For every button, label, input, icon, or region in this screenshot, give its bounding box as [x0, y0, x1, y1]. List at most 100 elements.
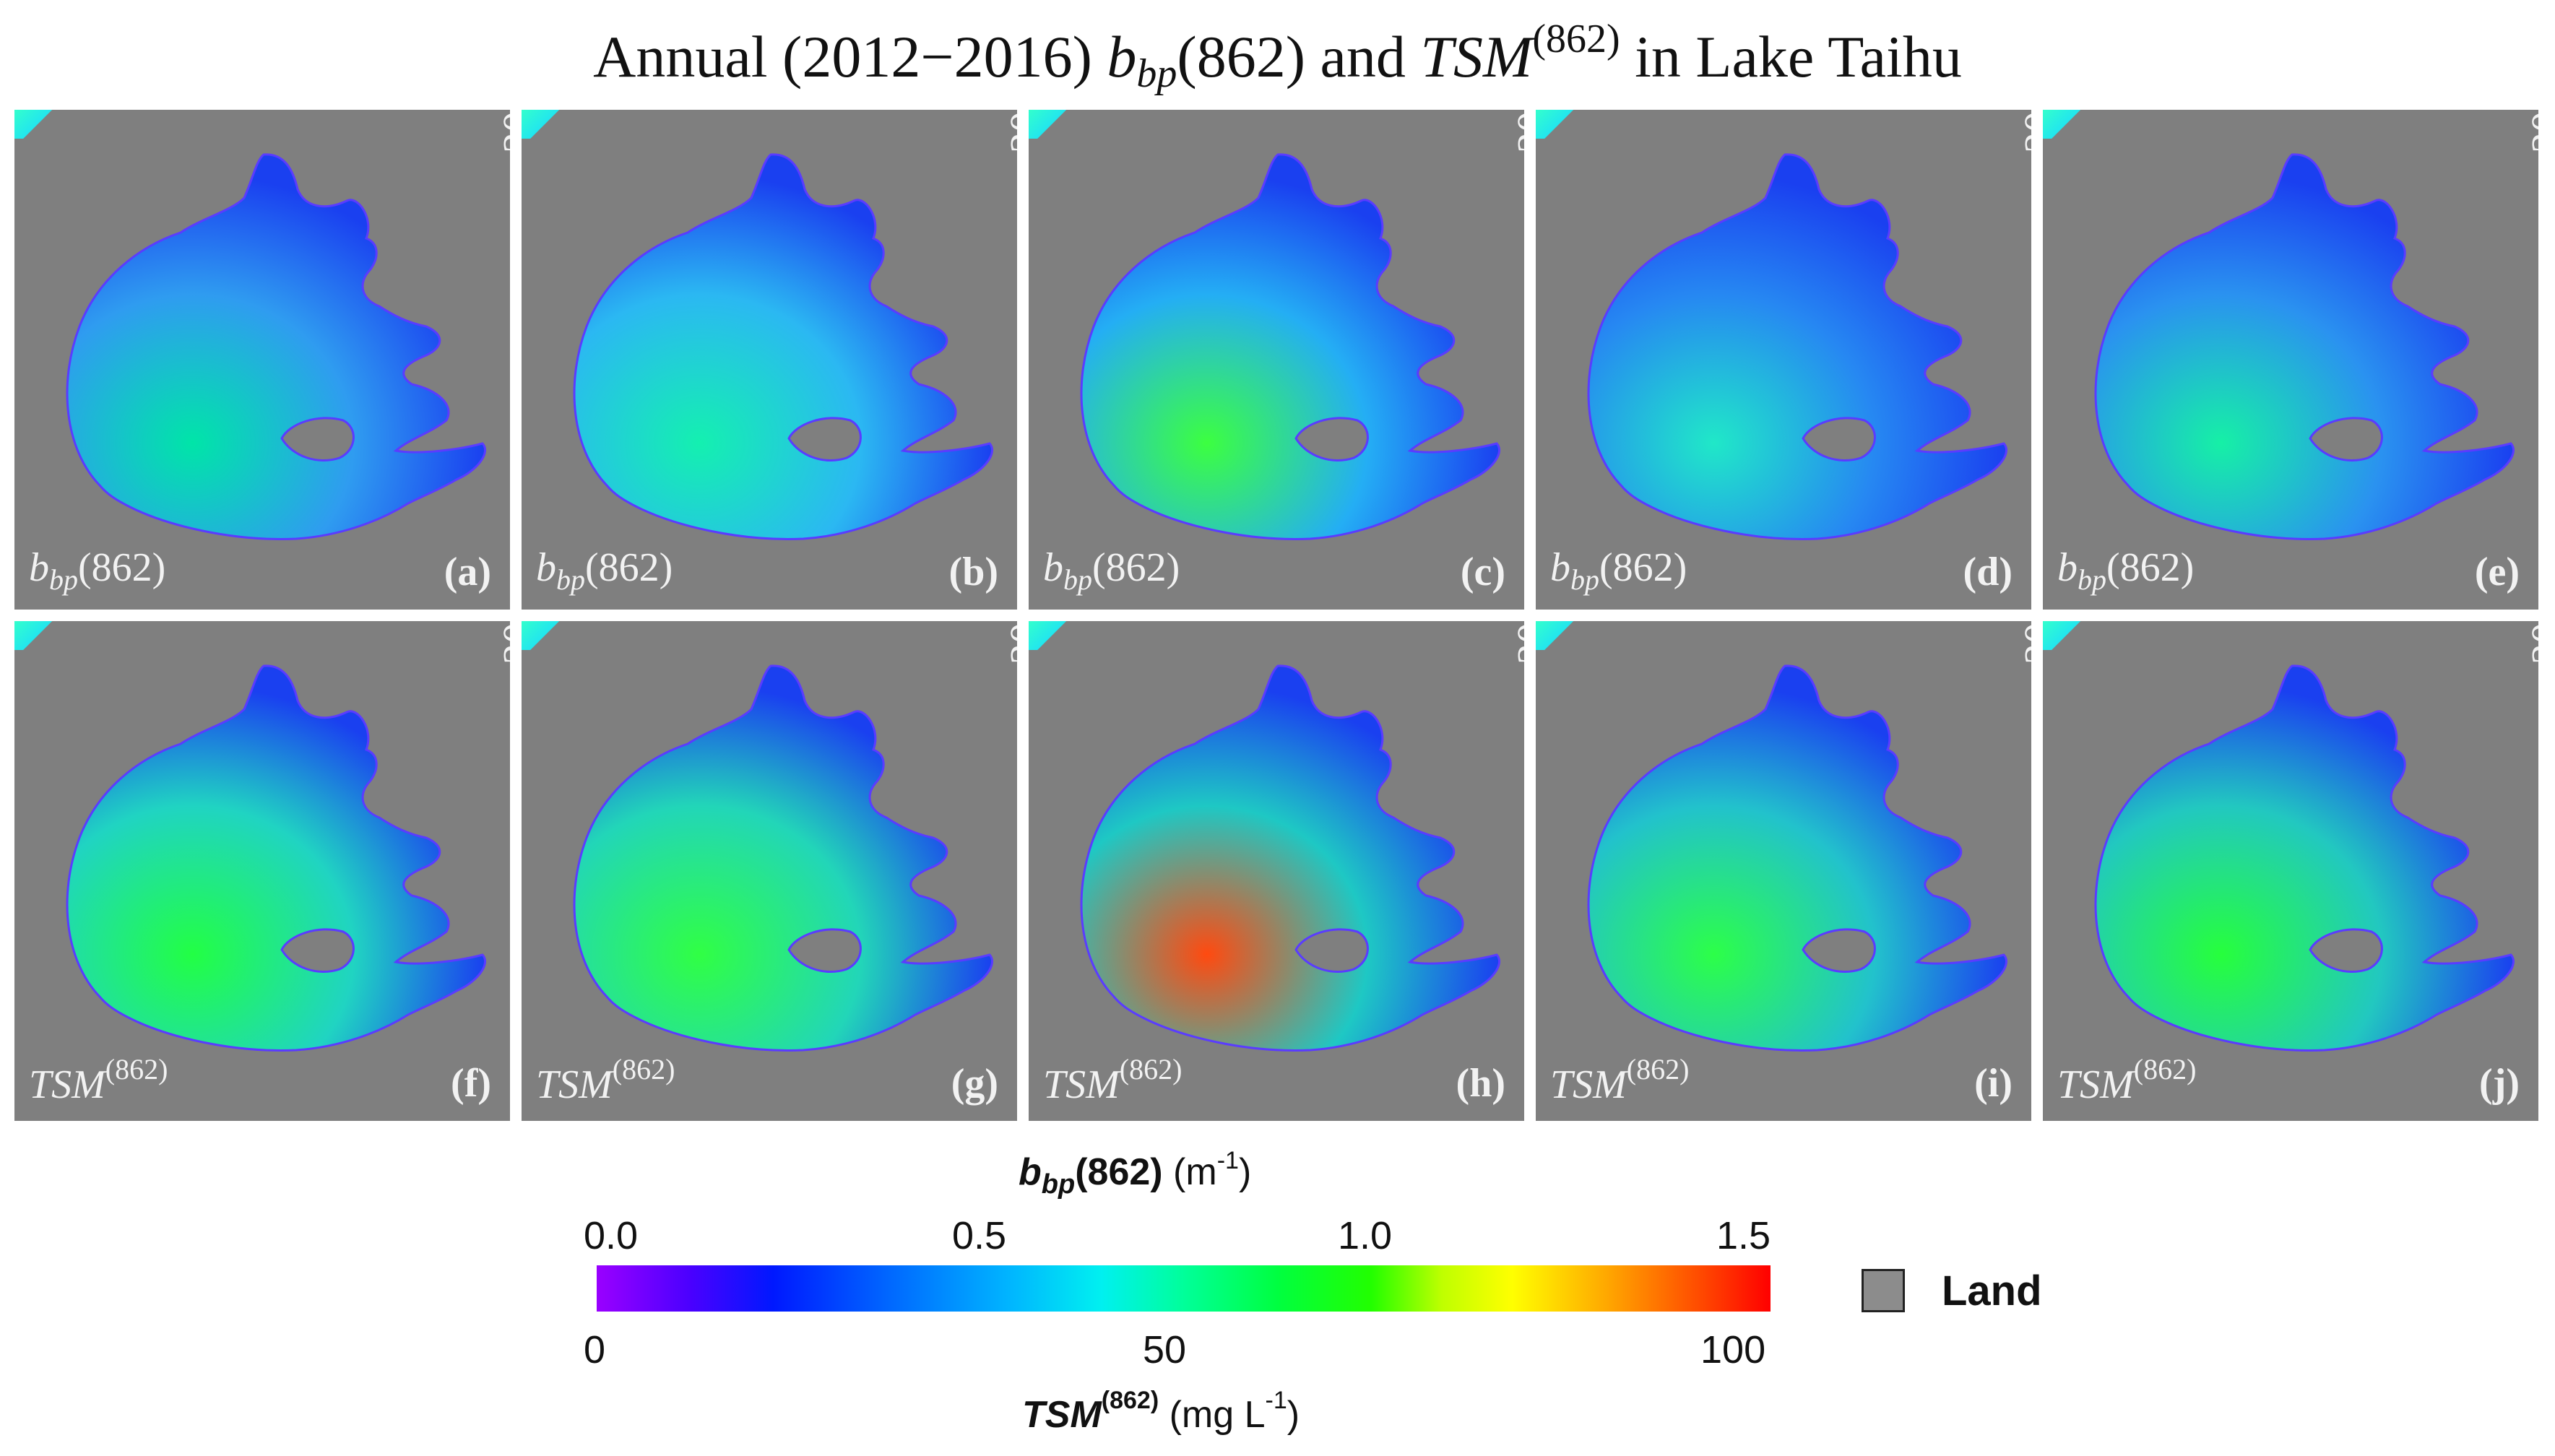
lake-taihu-shape — [1080, 153, 1501, 540]
title-bsub: bp — [1136, 51, 1177, 96]
corner-artifact — [14, 110, 53, 139]
cb-bottom-sup: (862) — [1101, 1387, 1159, 1414]
map-panel-i: 2015 TSM(862) (i) — [1536, 621, 2031, 1121]
lake-taihu-shape — [2094, 664, 2515, 1052]
year-label: 2012 — [494, 110, 510, 153]
lake-map — [2094, 153, 2515, 540]
colorbar-top-tick: 1.0 — [1338, 1214, 1393, 1257]
cb-top-unit-post: ) — [1238, 1151, 1252, 1193]
lake-map — [573, 153, 994, 540]
lake-map — [1080, 153, 1501, 540]
panel-letter: (d) — [1963, 550, 2013, 594]
lake-taihu-shape — [1080, 664, 1501, 1052]
cb-bottom-unit: (mg L — [1159, 1394, 1266, 1436]
panel-letter: (a) — [444, 550, 491, 594]
colorbar-bottom-title: TSM(862) (mg L-1) — [1022, 1387, 1300, 1436]
lake-map — [573, 664, 994, 1052]
lake-taihu-shape — [1587, 153, 2008, 540]
corner-artifact — [1029, 110, 1068, 139]
map-panel-e: 2016 bbp(862) (e) — [2043, 110, 2538, 610]
year-label: 2012 — [494, 621, 510, 664]
panel-grid: 2012 bbp(862) (a) 2013 bbp(862) (b) 2014 bbp(86… — [14, 110, 2543, 1124]
colorbar-bottom-tick: 0 — [584, 1328, 606, 1372]
corner-artifact — [14, 621, 53, 650]
year-label: 2015 — [2015, 110, 2031, 153]
colorbar — [597, 1265, 1771, 1312]
corner-artifact — [1536, 110, 1575, 139]
map-panel-d: 2015 bbp(862) (d) — [1536, 110, 2031, 610]
cb-bottom-unit-post: ) — [1287, 1394, 1300, 1436]
map-panel-j: 2016 TSM(862) (j) — [2043, 621, 2538, 1121]
title-prefix: Annual (2012−2016) — [593, 24, 1107, 90]
cb-bottom-t: TSM — [1022, 1394, 1102, 1436]
colorbar-top-title: bbp(862) (m-1) — [1019, 1147, 1251, 1200]
panel-letter: (i) — [1974, 1061, 2013, 1106]
map-panel-b: 2013 bbp(862) (b) — [522, 110, 1017, 610]
lake-map — [1587, 153, 2008, 540]
corner-artifact — [2043, 110, 2082, 139]
year-label: 2014 — [1508, 110, 1524, 153]
variable-label: TSM(862) — [1043, 1053, 1183, 1107]
year-label: 2015 — [2015, 621, 2031, 664]
map-panel-h: 2014 TSM(862) (h) — [1029, 621, 1524, 1121]
colorbar-bottom-tick: 100 — [1700, 1328, 1766, 1372]
variable-label: bbp(862) — [1043, 545, 1180, 596]
panel-letter: (c) — [1460, 550, 1505, 594]
corner-artifact — [522, 621, 561, 650]
corner-artifact — [2043, 621, 2082, 650]
year-label: 2016 — [2522, 110, 2538, 153]
colorbar-top-tick: 0.5 — [952, 1214, 1007, 1257]
lake-taihu-shape — [573, 664, 994, 1052]
colorbar-top-tick: 0.0 — [584, 1214, 639, 1257]
cb-top-b: b — [1019, 1151, 1042, 1193]
variable-label: TSM(862) — [2057, 1053, 2197, 1107]
title-tsmsup: (862) — [1532, 17, 1620, 61]
corner-artifact — [522, 110, 561, 139]
variable-label: bbp(862) — [536, 545, 673, 596]
year-label: 2013 — [1001, 110, 1017, 153]
year-label: 2013 — [1001, 621, 1017, 664]
panel-letter: (h) — [1456, 1061, 1505, 1106]
title-mid: (862) and — [1177, 24, 1421, 90]
variable-label: TSM(862) — [1550, 1053, 1690, 1107]
lake-taihu-shape — [1587, 664, 2008, 1052]
panel-letter: (j) — [2479, 1061, 2520, 1106]
lake-taihu-shape — [2094, 153, 2515, 540]
panel-letter: (f) — [451, 1061, 491, 1106]
lake-taihu-shape — [573, 153, 994, 540]
map-panel-g: 2013 TSM(862) (g) — [522, 621, 1017, 1121]
lake-map — [66, 153, 487, 540]
cb-top-unit-sup: -1 — [1216, 1147, 1239, 1174]
land-legend-swatch — [1862, 1269, 1905, 1312]
corner-artifact — [1029, 621, 1068, 650]
figure-title: Annual (2012−2016) bbp(862) and TSM(862)… — [0, 16, 2555, 97]
variable-label: bbp(862) — [1550, 545, 1687, 596]
lake-taihu-shape — [66, 153, 487, 540]
panel-letter: (e) — [2474, 550, 2520, 594]
variable-label: bbp(862) — [2057, 545, 2195, 596]
variable-label: TSM(862) — [536, 1053, 675, 1107]
map-panel-a: 2012 bbp(862) (a) — [14, 110, 510, 610]
lake-map — [1587, 664, 2008, 1052]
lake-taihu-shape — [66, 664, 487, 1052]
colorbar-top-tick: 1.5 — [1716, 1214, 1771, 1257]
map-panel-f: 2012 TSM(862) (f) — [14, 621, 510, 1121]
title-tsm: TSM — [1420, 24, 1533, 90]
year-label: 2016 — [2522, 621, 2538, 664]
panel-letter: (g) — [951, 1061, 998, 1106]
cb-top-rest: (862) — [1075, 1151, 1163, 1193]
year-label: 2014 — [1508, 621, 1524, 664]
cb-bottom-unit-sup: -1 — [1265, 1387, 1287, 1414]
variable-label: bbp(862) — [29, 545, 166, 596]
colorbar-bottom-tick: 50 — [1143, 1328, 1187, 1372]
title-suffix: in Lake Taihu — [1620, 24, 1962, 90]
lake-map — [2094, 664, 2515, 1052]
land-legend-label: Land — [1942, 1268, 2042, 1314]
cb-top-sub: bp — [1041, 1169, 1076, 1200]
cb-top-unit: (m — [1162, 1151, 1217, 1193]
lake-map — [66, 664, 487, 1052]
panel-letter: (b) — [948, 550, 998, 594]
corner-artifact — [1536, 621, 1575, 650]
title-b: b — [1107, 24, 1137, 90]
variable-label: TSM(862) — [29, 1053, 168, 1107]
